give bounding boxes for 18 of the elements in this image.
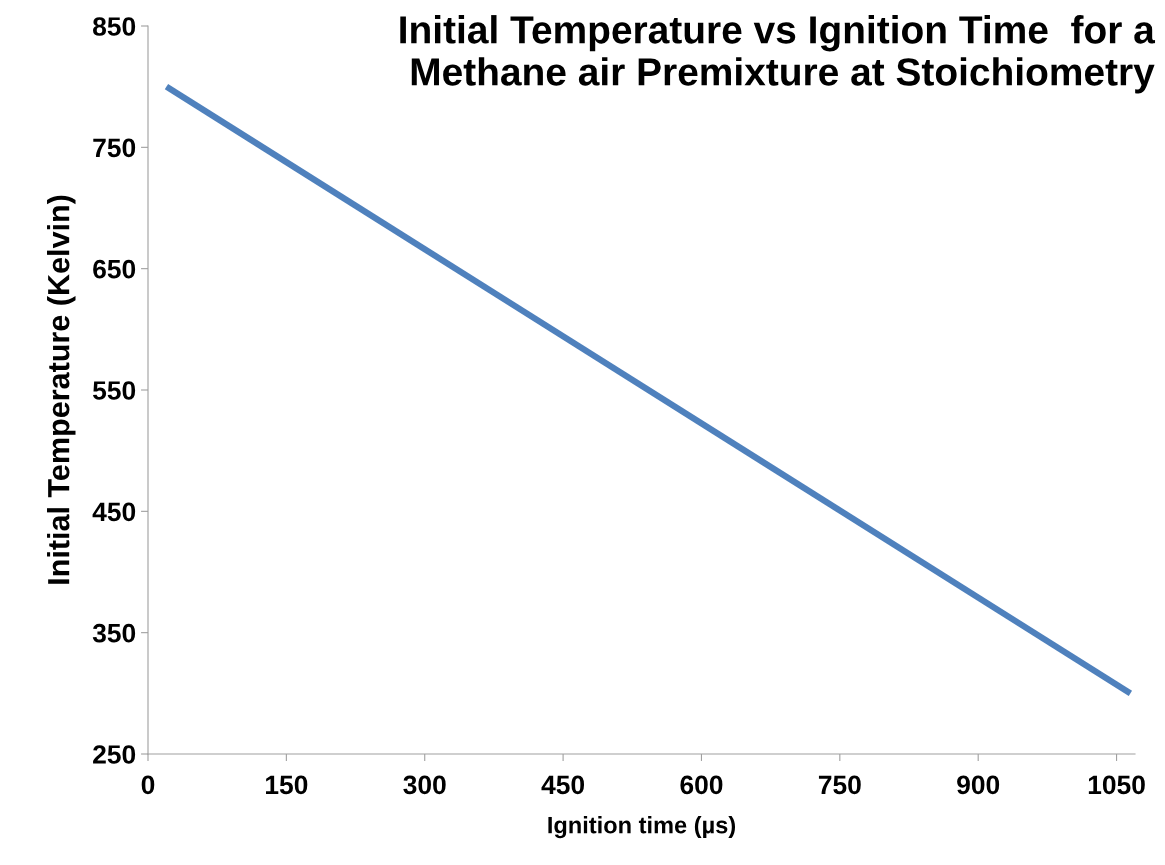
x-tick-label: 0 (141, 775, 155, 795)
y-tick-label: 250 (93, 745, 136, 764)
x-tick-label: 900 (957, 775, 1000, 795)
x-tick-label: 600 (680, 775, 723, 795)
x-tick-label: 450 (541, 775, 585, 795)
x-tick-label: 150 (266, 775, 308, 795)
x-tick-label: 750 (818, 775, 861, 795)
x-tick-label: 300 (403, 775, 446, 795)
y-tick-label: 850 (93, 17, 136, 36)
chart-title: Initial Temperature vs Ignition Time for a Methane air Premixture at Stoichiometry (400, 15, 1156, 94)
y-tick-label: 350 (92, 623, 136, 643)
y-tick-label: 550 (92, 381, 136, 400)
y-tick-label: 750 (93, 138, 136, 158)
x-axis-title: Ignition time (µs) (548, 816, 736, 839)
y-tick-label: 450 (92, 502, 136, 522)
y-tick-label: 650 (93, 259, 136, 279)
x-tick-label: 1050 (1088, 775, 1145, 795)
y-axis-title: Initial Temperature (Kelvin) (47, 195, 76, 584)
